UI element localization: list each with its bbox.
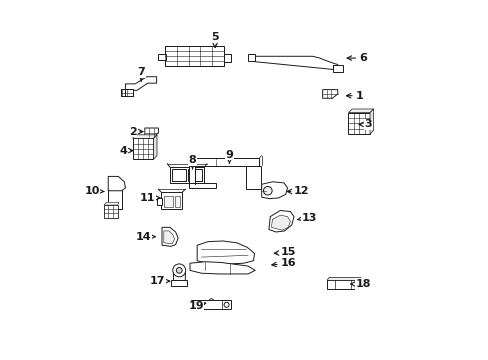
Text: 8: 8 [188, 155, 196, 169]
Bar [163, 196, 172, 207]
Polygon shape [197, 241, 254, 264]
Bar [171, 280, 187, 286]
Text: 5: 5 [211, 32, 219, 48]
Bar [224, 54, 230, 62]
Polygon shape [271, 215, 290, 230]
Text: 1: 1 [346, 91, 363, 101]
Text: 10: 10 [84, 186, 103, 197]
Bar [174, 196, 180, 207]
Polygon shape [162, 227, 178, 246]
Circle shape [193, 302, 198, 307]
Bar [172, 169, 186, 181]
Text: 17: 17 [150, 276, 169, 286]
Polygon shape [369, 109, 373, 134]
Polygon shape [208, 298, 214, 300]
Text: 15: 15 [274, 247, 295, 257]
Polygon shape [326, 278, 360, 280]
Polygon shape [132, 135, 157, 138]
Text: 4: 4 [119, 145, 133, 156]
Text: 7: 7 [137, 67, 145, 81]
Bar [188, 158, 258, 166]
Polygon shape [261, 182, 287, 199]
Bar [156, 198, 162, 205]
Bar [187, 169, 202, 181]
Polygon shape [104, 202, 119, 205]
Polygon shape [268, 211, 293, 232]
Polygon shape [125, 77, 156, 90]
Bar [161, 192, 182, 210]
Polygon shape [348, 109, 373, 113]
Polygon shape [173, 269, 185, 281]
Text: 9: 9 [225, 150, 233, 163]
Bar [108, 189, 122, 209]
Bar [104, 205, 117, 218]
Bar [132, 138, 153, 159]
Text: 3: 3 [358, 120, 371, 129]
Polygon shape [153, 135, 157, 159]
Bar [169, 167, 204, 183]
Text: 14: 14 [135, 232, 155, 242]
Circle shape [172, 264, 185, 277]
Polygon shape [188, 166, 195, 184]
Circle shape [224, 302, 228, 307]
Text: 18: 18 [350, 279, 370, 289]
Text: 12: 12 [286, 186, 309, 197]
Bar [247, 54, 255, 61]
Bar [326, 280, 358, 289]
Bar [188, 183, 215, 188]
Circle shape [176, 267, 182, 273]
Bar [164, 46, 224, 66]
Bar [333, 64, 343, 72]
Polygon shape [254, 56, 338, 69]
Polygon shape [188, 158, 195, 166]
Bar [121, 89, 133, 96]
Bar [191, 300, 230, 309]
Bar [158, 54, 165, 60]
Text: 16: 16 [271, 258, 295, 268]
Bar [246, 166, 260, 189]
Text: 11: 11 [140, 193, 160, 203]
Text: 2: 2 [128, 127, 142, 136]
Polygon shape [108, 176, 125, 191]
Polygon shape [163, 231, 174, 244]
Bar [348, 113, 369, 134]
Circle shape [263, 186, 271, 195]
Polygon shape [190, 262, 255, 274]
Text: 19: 19 [188, 301, 205, 311]
Text: 6: 6 [346, 53, 366, 63]
Text: 13: 13 [297, 213, 316, 222]
Polygon shape [322, 90, 337, 98]
Polygon shape [358, 278, 360, 289]
Polygon shape [144, 128, 158, 137]
